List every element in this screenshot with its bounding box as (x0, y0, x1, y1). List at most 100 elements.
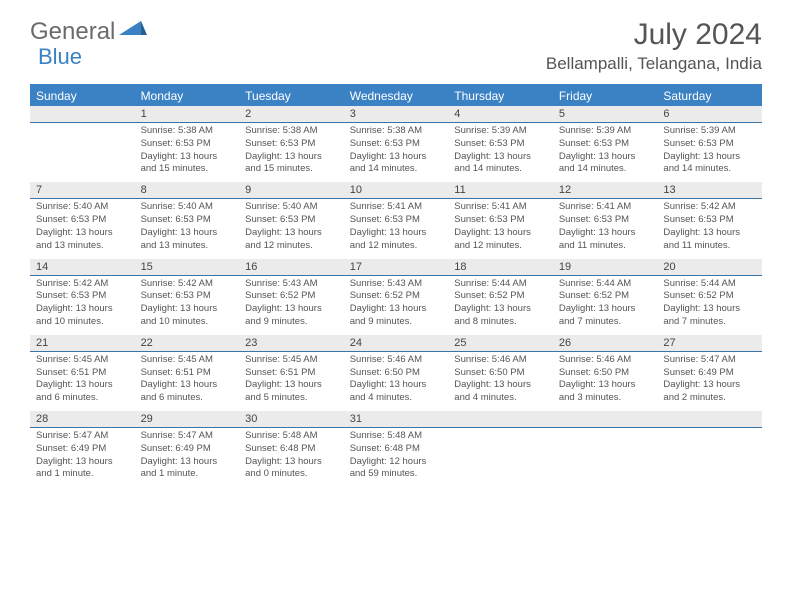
daylight-text-1: Daylight: 13 hours (663, 227, 756, 240)
content-row: Sunrise: 5:47 AMSunset: 6:49 PMDaylight:… (30, 428, 762, 487)
sunset-text: Sunset: 6:53 PM (245, 214, 338, 227)
daylight-text-2: and 13 minutes. (36, 240, 129, 253)
day-cell: Sunrise: 5:42 AMSunset: 6:53 PMDaylight:… (657, 199, 762, 258)
daylight-text-1: Daylight: 13 hours (663, 303, 756, 316)
day-number: 11 (448, 182, 553, 198)
sunrise-text: Sunrise: 5:41 AM (454, 201, 547, 214)
daylight-text-1: Daylight: 13 hours (350, 379, 443, 392)
day-number: 21 (30, 335, 135, 351)
day-cell: Sunrise: 5:46 AMSunset: 6:50 PMDaylight:… (553, 352, 658, 411)
day-cell (553, 428, 658, 487)
daylight-text-1: Daylight: 13 hours (245, 456, 338, 469)
daynum-row: 14151617181920 (30, 259, 762, 276)
daylight-text-2: and 4 minutes. (454, 392, 547, 405)
day-cell: Sunrise: 5:40 AMSunset: 6:53 PMDaylight:… (239, 199, 344, 258)
daylight-text-2: and 14 minutes. (559, 163, 652, 176)
sunset-text: Sunset: 6:51 PM (36, 367, 129, 380)
sunset-text: Sunset: 6:51 PM (245, 367, 338, 380)
sunrise-text: Sunrise: 5:47 AM (141, 430, 234, 443)
sunset-text: Sunset: 6:52 PM (245, 290, 338, 303)
daylight-text-2: and 9 minutes. (350, 316, 443, 329)
sunset-text: Sunset: 6:53 PM (36, 290, 129, 303)
sunset-text: Sunset: 6:53 PM (559, 138, 652, 151)
daylight-text-2: and 0 minutes. (245, 468, 338, 481)
sunset-text: Sunset: 6:50 PM (454, 367, 547, 380)
day-cell: Sunrise: 5:45 AMSunset: 6:51 PMDaylight:… (135, 352, 240, 411)
sunrise-text: Sunrise: 5:39 AM (663, 125, 756, 138)
day-cell: Sunrise: 5:44 AMSunset: 6:52 PMDaylight:… (657, 276, 762, 335)
daylight-text-2: and 10 minutes. (141, 316, 234, 329)
daylight-text-2: and 15 minutes. (245, 163, 338, 176)
sunset-text: Sunset: 6:48 PM (350, 443, 443, 456)
content-row: Sunrise: 5:40 AMSunset: 6:53 PMDaylight:… (30, 199, 762, 258)
day-cell: Sunrise: 5:42 AMSunset: 6:53 PMDaylight:… (135, 276, 240, 335)
day-number: 12 (553, 182, 658, 198)
daylight-text-2: and 3 minutes. (559, 392, 652, 405)
daylight-text-1: Daylight: 13 hours (36, 227, 129, 240)
sunrise-text: Sunrise: 5:42 AM (36, 278, 129, 291)
sunrise-text: Sunrise: 5:40 AM (245, 201, 338, 214)
day-cell: Sunrise: 5:47 AMSunset: 6:49 PMDaylight:… (30, 428, 135, 487)
daylight-text-2: and 13 minutes. (141, 240, 234, 253)
sunset-text: Sunset: 6:52 PM (663, 290, 756, 303)
header: General July 2024 Bellampalli, Telangana… (0, 0, 792, 80)
sunrise-text: Sunrise: 5:46 AM (350, 354, 443, 367)
sunset-text: Sunset: 6:53 PM (454, 214, 547, 227)
weekday-friday: Friday (553, 86, 658, 106)
day-cell: Sunrise: 5:38 AMSunset: 6:53 PMDaylight:… (135, 123, 240, 182)
day-number: 17 (344, 259, 449, 275)
sunset-text: Sunset: 6:52 PM (454, 290, 547, 303)
day-number: 30 (239, 411, 344, 427)
sunrise-text: Sunrise: 5:45 AM (141, 354, 234, 367)
daylight-text-1: Daylight: 13 hours (350, 151, 443, 164)
day-cell: Sunrise: 5:46 AMSunset: 6:50 PMDaylight:… (344, 352, 449, 411)
day-number: 18 (448, 259, 553, 275)
day-cell: Sunrise: 5:48 AMSunset: 6:48 PMDaylight:… (344, 428, 449, 487)
sunrise-text: Sunrise: 5:38 AM (141, 125, 234, 138)
content-row: Sunrise: 5:38 AMSunset: 6:53 PMDaylight:… (30, 123, 762, 182)
day-cell: Sunrise: 5:43 AMSunset: 6:52 PMDaylight:… (239, 276, 344, 335)
day-cell (30, 123, 135, 182)
sunrise-text: Sunrise: 5:48 AM (245, 430, 338, 443)
sunset-text: Sunset: 6:50 PM (559, 367, 652, 380)
sunrise-text: Sunrise: 5:41 AM (350, 201, 443, 214)
day-cell: Sunrise: 5:48 AMSunset: 6:48 PMDaylight:… (239, 428, 344, 487)
day-number: 29 (135, 411, 240, 427)
daylight-text-2: and 7 minutes. (663, 316, 756, 329)
day-number: 25 (448, 335, 553, 351)
daylight-text-2: and 12 minutes. (245, 240, 338, 253)
day-number: 8 (135, 182, 240, 198)
daylight-text-1: Daylight: 13 hours (245, 227, 338, 240)
day-number: 24 (344, 335, 449, 351)
sunset-text: Sunset: 6:53 PM (663, 214, 756, 227)
day-number: 1 (135, 106, 240, 122)
daylight-text-1: Daylight: 13 hours (350, 303, 443, 316)
daylight-text-1: Daylight: 13 hours (559, 151, 652, 164)
day-cell: Sunrise: 5:45 AMSunset: 6:51 PMDaylight:… (30, 352, 135, 411)
day-number: 23 (239, 335, 344, 351)
daylight-text-2: and 7 minutes. (559, 316, 652, 329)
sunrise-text: Sunrise: 5:38 AM (350, 125, 443, 138)
daylight-text-1: Daylight: 13 hours (663, 379, 756, 392)
weekday-monday: Monday (135, 86, 240, 106)
day-number: 28 (30, 411, 135, 427)
daylight-text-2: and 15 minutes. (141, 163, 234, 176)
day-cell (657, 428, 762, 487)
day-number: 5 (553, 106, 658, 122)
daylight-text-2: and 8 minutes. (454, 316, 547, 329)
daylight-text-2: and 1 minute. (141, 468, 234, 481)
sunset-text: Sunset: 6:53 PM (663, 138, 756, 151)
sunrise-text: Sunrise: 5:39 AM (454, 125, 547, 138)
daylight-text-1: Daylight: 13 hours (454, 151, 547, 164)
logo-text-blue: Blue (38, 44, 82, 69)
day-number: 10 (344, 182, 449, 198)
calendar: SundayMondayTuesdayWednesdayThursdayFrid… (30, 84, 762, 487)
weekday-tuesday: Tuesday (239, 86, 344, 106)
day-cell: Sunrise: 5:38 AMSunset: 6:53 PMDaylight:… (344, 123, 449, 182)
sunrise-text: Sunrise: 5:44 AM (454, 278, 547, 291)
daylight-text-1: Daylight: 13 hours (559, 227, 652, 240)
day-number: 3 (344, 106, 449, 122)
day-cell: Sunrise: 5:39 AMSunset: 6:53 PMDaylight:… (448, 123, 553, 182)
sunrise-text: Sunrise: 5:41 AM (559, 201, 652, 214)
sunset-text: Sunset: 6:53 PM (350, 138, 443, 151)
